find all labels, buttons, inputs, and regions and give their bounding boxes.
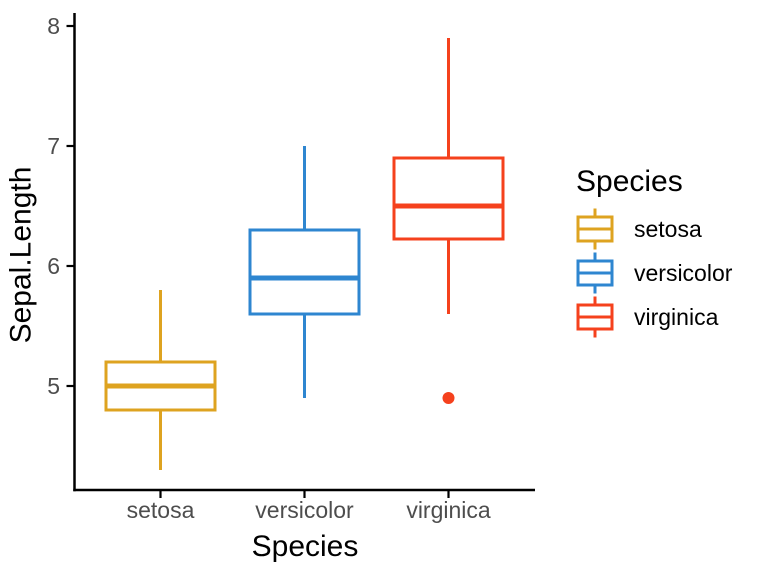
legend-item-setosa: setosa [576, 207, 732, 251]
boxplot-versicolor [248, 146, 361, 398]
legend-item-virginica: virginica [576, 295, 732, 339]
boxplot-setosa [104, 290, 217, 470]
boxplot-virginica [392, 38, 505, 404]
box-virginica [392, 156, 505, 241]
legend-items: setosa versicolor virginica [576, 207, 732, 339]
x-tick-label-virginica: virginica [406, 497, 491, 523]
box-versicolor [248, 228, 361, 316]
y-tick-label-7: 7 [47, 133, 60, 159]
x-tick-label-versicolor: versicolor [255, 497, 354, 523]
x-tick-label-setosa: setosa [127, 497, 195, 523]
legend-label-versicolor: versicolor [634, 259, 733, 286]
boxplot-key-icon [576, 296, 614, 338]
legend-label-virginica: virginica [634, 303, 719, 330]
outlier-virginica [442, 392, 455, 404]
boxplot-key-icon [576, 252, 614, 294]
y-axis-title: Sepal.Length [5, 167, 38, 344]
x-axis-title: Species [252, 530, 359, 563]
legend-title: Species [576, 165, 683, 198]
plot-layer: 5 6 7 8 setosa versicolor virginica [47, 13, 535, 523]
legend-item-versicolor: versicolor [576, 251, 732, 295]
boxplot-key-icon [576, 208, 614, 250]
legend-label-setosa: setosa [634, 215, 702, 242]
y-tick-label-6: 6 [47, 253, 60, 279]
y-tick-label-8: 8 [47, 13, 60, 39]
y-tick-label-5: 5 [47, 373, 60, 399]
legend: Species setosa versicolor [576, 164, 732, 339]
